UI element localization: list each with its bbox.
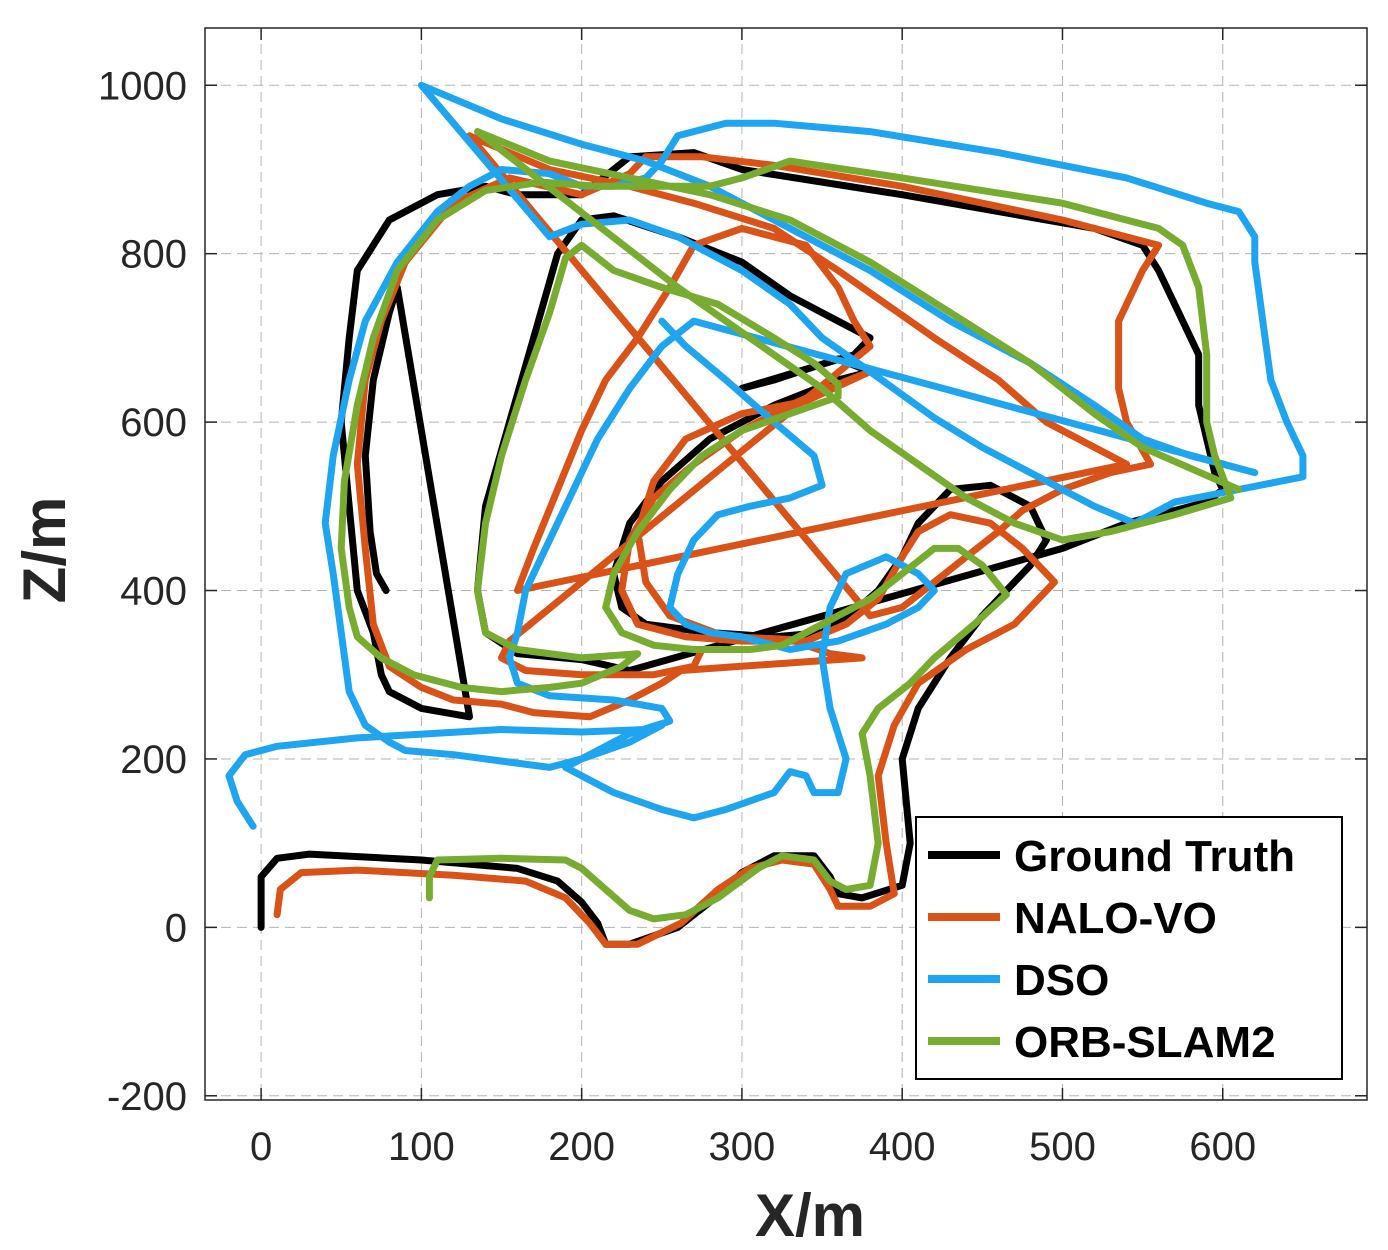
x-tick-label: 400 (869, 1125, 936, 1169)
x-tick-labels: 0 100 200 300 400 500 600 (250, 1125, 1256, 1169)
legend-label-orb-slam2: ORB-SLAM2 (1014, 1018, 1276, 1067)
legend-label-ground-truth: Ground Truth (1014, 832, 1295, 881)
series-line-orb-slam2 (337, 128, 1243, 923)
x-axis-label: X/m (755, 1182, 865, 1249)
y-tick-labels: -200 0 200 400 600 800 1000 (98, 64, 187, 1119)
x-tick-label: 100 (388, 1125, 455, 1169)
legend-label-nalo-vo: NALO-VO (1014, 894, 1217, 943)
x-tick-label: 200 (548, 1125, 615, 1169)
x-tick-label: 600 (1189, 1125, 1256, 1169)
legend-items: Ground Truth NALO-VO DSO ORB-SLAM2 (928, 832, 1295, 1067)
legend: Ground Truth NALO-VO DSO ORB-SLAM2 (915, 816, 1343, 1080)
legend-box (915, 816, 1343, 1080)
legend-label-dso: DSO (1014, 956, 1109, 1005)
x-tick-label: 0 (250, 1125, 272, 1169)
y-tick-label: 800 (120, 233, 187, 277)
y-tick-label: 1000 (98, 64, 187, 108)
y-tick-label: 600 (120, 401, 187, 445)
x-tick-label: 300 (709, 1125, 776, 1169)
y-tick-label: 400 (120, 570, 187, 614)
series-lines (225, 81, 1307, 948)
series-line-nalo-vo (273, 132, 1163, 948)
x-tick-label: 500 (1029, 1125, 1096, 1169)
ticks (205, 28, 1367, 1100)
plot-frame (204, 27, 1368, 1101)
y-tick-label: 0 (165, 906, 187, 950)
series-line-ground-truth (257, 149, 1227, 948)
y-tick-label: -200 (107, 1075, 187, 1119)
y-tick-label: 200 (120, 738, 187, 782)
y-axis-label: Z/m (11, 497, 78, 604)
series-line-dso (225, 81, 1307, 830)
